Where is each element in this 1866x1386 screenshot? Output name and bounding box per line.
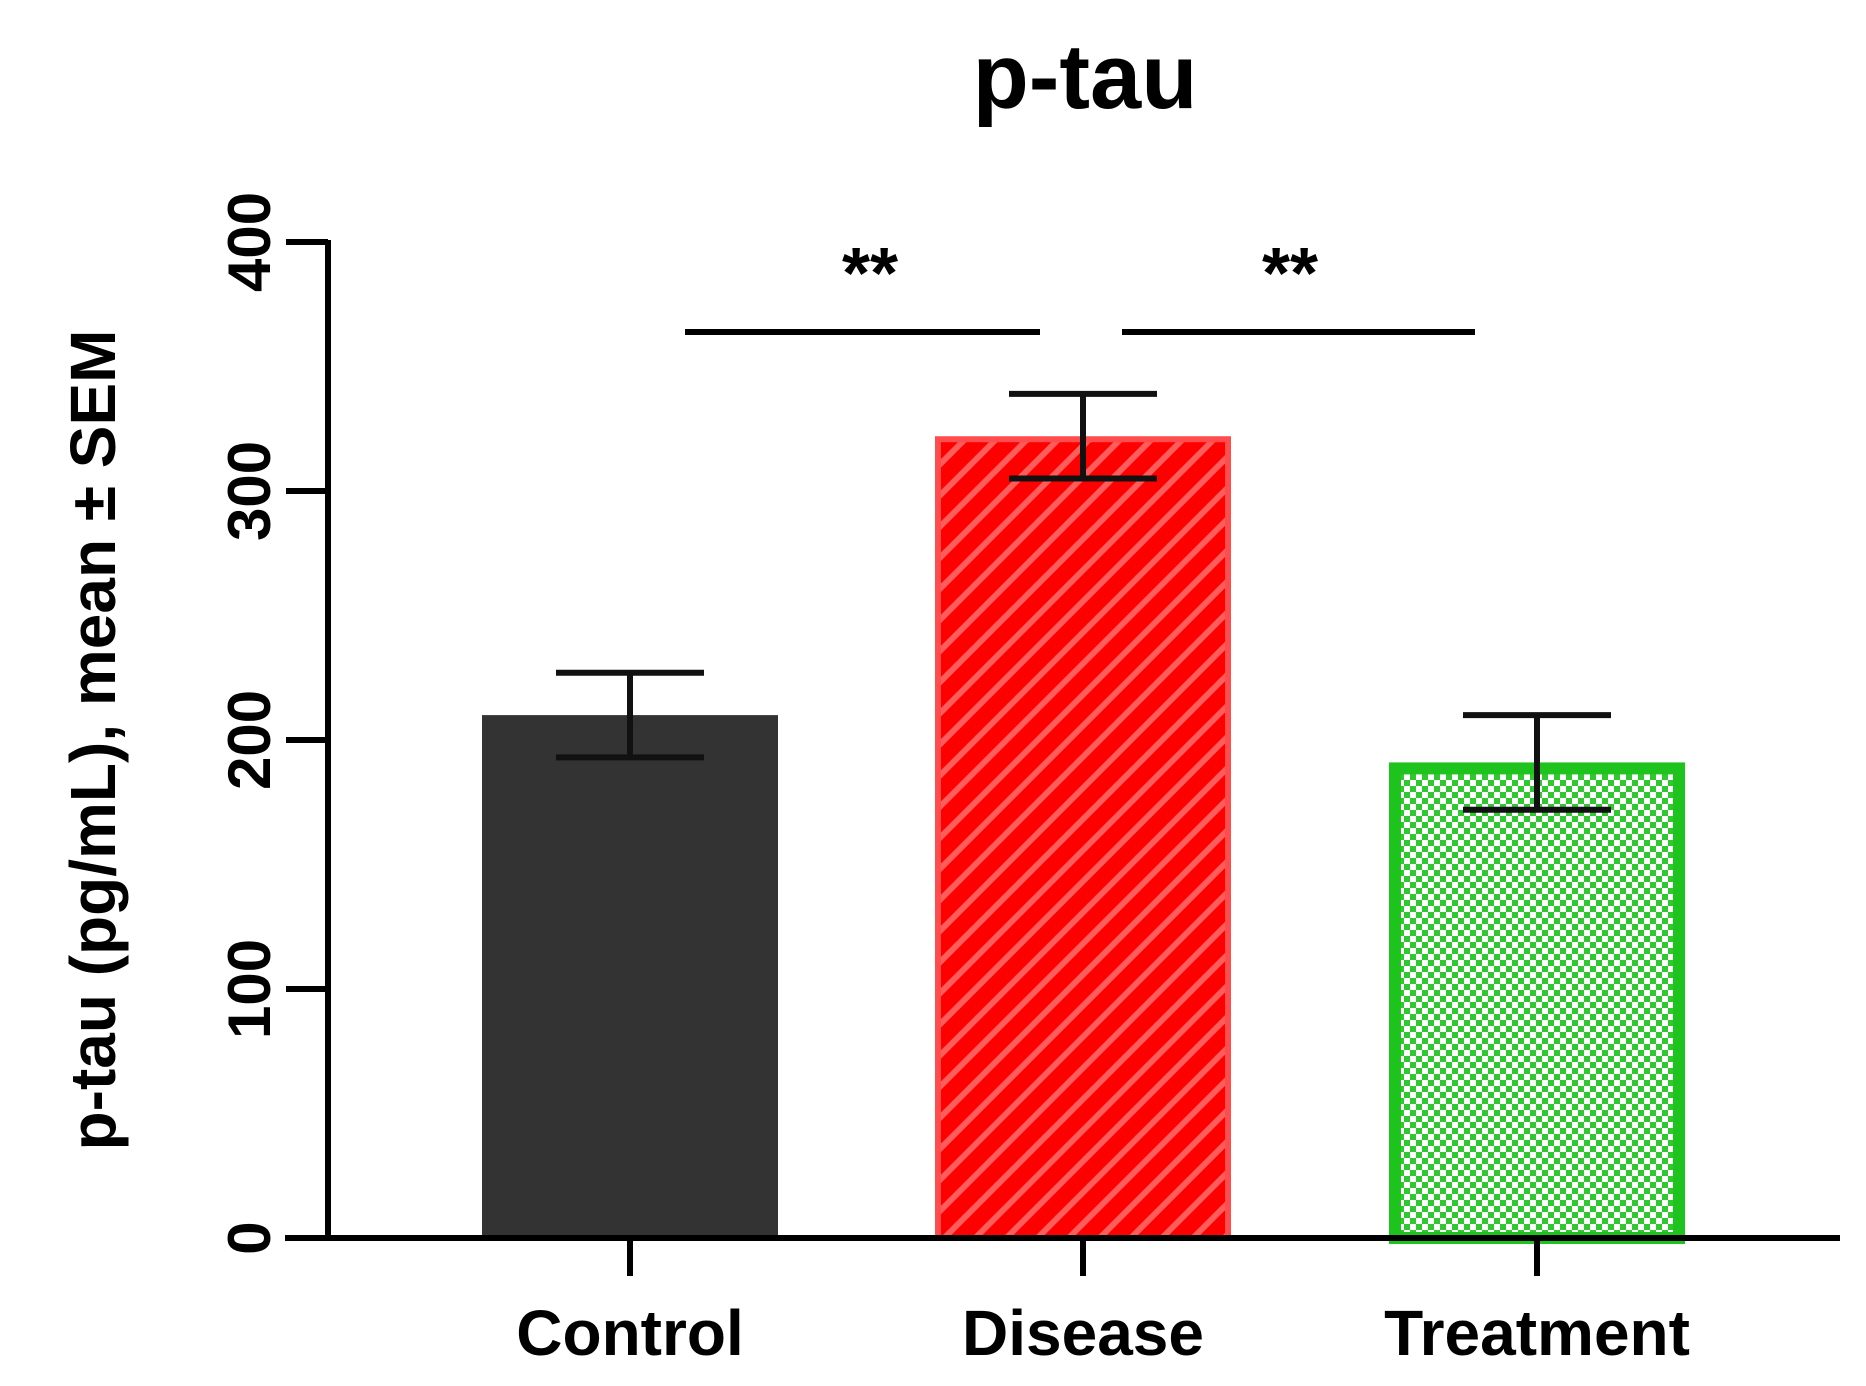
bar-treatment (1389, 762, 1685, 1244)
chart-title: p-tau (973, 26, 1198, 128)
y-ticks-layer: 0 100 200 300 400 (216, 192, 328, 1255)
x-ticks-layer: Control Disease Treatment (516, 1238, 1690, 1369)
x-tick-label-disease: Disease (962, 1297, 1204, 1369)
y-tick-label-200: 200 (216, 690, 283, 790)
bar-control (482, 715, 778, 1241)
y-tick-label-0: 0 (216, 1221, 283, 1254)
y-tick-label-400: 400 (216, 192, 283, 292)
x-tick-label-control: Control (516, 1297, 744, 1369)
y-tick-label-100: 100 (216, 939, 283, 1039)
bar-disease (935, 436, 1231, 1242)
x-tick-label-treatment: Treatment (1384, 1297, 1690, 1369)
error-bars-layer (556, 390, 1611, 813)
y-axis-label: p-tau (pg/mL), mean ± SEM (57, 330, 129, 1151)
bars-layer (482, 436, 1685, 1244)
significance-label-2: ** (1262, 234, 1318, 314)
significance-label-1: ** (842, 234, 898, 314)
significance-layer: ** ** (685, 234, 1475, 335)
y-tick-label-300: 300 (216, 441, 283, 541)
